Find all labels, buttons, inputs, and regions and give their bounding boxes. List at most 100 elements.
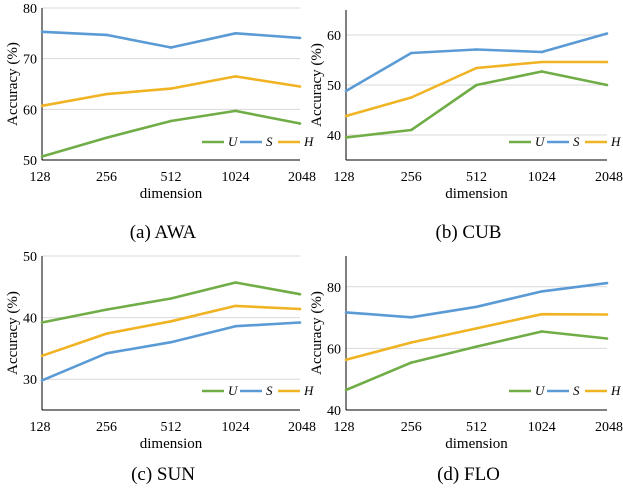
data-point-H <box>40 354 44 358</box>
data-point-U <box>40 155 44 158</box>
series-line-S <box>41 30 301 49</box>
legend-label-S: S <box>266 383 273 398</box>
data-point-S <box>475 48 478 51</box>
series-line-S <box>345 281 608 319</box>
x-axis-title: dimension <box>140 186 203 202</box>
x-tick-label: 512 <box>161 170 182 185</box>
y-tick-label: 80 <box>327 281 341 296</box>
data-point-S <box>605 281 609 285</box>
chart-caption: (a) AWA <box>130 222 197 243</box>
x-tick-label: 256 <box>96 170 117 185</box>
data-point-U <box>475 345 478 348</box>
data-point-U <box>344 136 348 139</box>
data-point-U <box>298 122 302 125</box>
legend-label-H: H <box>303 134 314 149</box>
data-point-H <box>605 60 609 64</box>
data-point-U <box>409 361 413 364</box>
data-point-S <box>234 32 237 35</box>
legend-label-S: S <box>573 134 580 149</box>
data-point-H <box>409 341 413 344</box>
legend-label-U: U <box>228 134 239 149</box>
chart-caption: (c) SUN <box>131 464 195 485</box>
x-tick-label: 2048 <box>288 420 316 435</box>
x-axis-title: dimension <box>140 436 203 452</box>
chart-panel: 50 60 70 80 128 256 512 1024 2048 dimension Accura… <box>5 2 316 243</box>
y-tick-label: 60 <box>327 342 341 357</box>
data-point-S <box>169 340 173 344</box>
data-point-S <box>409 315 413 319</box>
y-tick-label: 80 <box>23 2 37 17</box>
chart-caption: (b) CUB <box>436 222 502 243</box>
x-tick-label: 1024 <box>528 420 556 435</box>
y-tick-label: 60 <box>327 29 341 44</box>
legend-label-U: U <box>535 383 546 398</box>
data-point-S <box>169 46 173 49</box>
data-point-U <box>169 119 173 123</box>
data-point-U <box>344 388 348 392</box>
data-point-U <box>234 281 237 284</box>
data-point-S <box>605 32 609 35</box>
data-point-H <box>344 114 348 118</box>
data-point-H <box>475 66 478 70</box>
x-tick-label: 128 <box>30 420 51 435</box>
legend-label-U: U <box>228 383 239 398</box>
data-point-H <box>234 75 237 78</box>
x-tick-label: 1024 <box>222 420 250 435</box>
data-point-H <box>409 96 413 99</box>
y-axis-title: Accuracy (%) <box>309 43 325 127</box>
chart-caption: (d) FLO <box>437 464 500 485</box>
legend-label-S: S <box>266 134 273 149</box>
data-point-S <box>344 311 348 314</box>
y-axis-title: Accuracy (%) <box>5 42 21 126</box>
data-point-S <box>409 51 413 55</box>
data-point-S <box>344 89 348 93</box>
data-point-S <box>40 30 44 34</box>
y-tick-label: 40 <box>23 312 37 327</box>
data-point-U <box>475 83 478 87</box>
data-point-H <box>234 304 237 308</box>
x-tick-label: 256 <box>96 420 117 435</box>
data-point-U <box>40 321 44 324</box>
x-tick-label: 512 <box>466 420 487 435</box>
x-tick-label: 2048 <box>595 420 623 435</box>
x-tick-label: 512 <box>466 170 487 185</box>
data-point-H <box>540 312 544 316</box>
chart-panel: 40 60 80 128 256 512 1024 2048 dimension Accuracy… <box>309 256 623 485</box>
series-line-U <box>41 281 301 324</box>
y-axis-title: Accuracy (%) <box>309 291 325 375</box>
data-point-H <box>540 60 544 64</box>
data-point-S <box>475 305 478 309</box>
data-point-H <box>105 332 108 335</box>
data-point-U <box>169 297 173 300</box>
data-point-S <box>540 290 544 293</box>
x-tick-label: 1024 <box>528 170 556 185</box>
data-point-S <box>40 379 44 382</box>
data-point-S <box>234 324 237 328</box>
x-tick-label: 128 <box>30 170 51 185</box>
data-point-H <box>169 319 173 323</box>
chart-panel: 40 50 60 128 256 512 1024 2048 dimension Accuracy… <box>309 10 623 243</box>
data-point-U <box>540 70 544 73</box>
series-line-H <box>345 312 608 362</box>
data-point-H <box>105 92 108 96</box>
data-point-S <box>540 50 544 54</box>
series-line-H <box>41 304 301 358</box>
chart-panel: 30 40 50 128 256 512 1024 2048 dimension Accuracy… <box>5 250 316 485</box>
data-point-U <box>605 83 609 87</box>
x-tick-label: 2048 <box>595 170 623 185</box>
data-point-U <box>105 308 108 311</box>
data-point-S <box>298 36 302 40</box>
x-tick-label: 128 <box>334 420 355 435</box>
y-tick-label: 50 <box>23 250 37 265</box>
y-tick-label: 50 <box>23 154 37 169</box>
x-tick-label: 2048 <box>288 170 316 185</box>
legend-label-U: U <box>535 134 546 149</box>
data-point-H <box>344 358 348 362</box>
data-point-H <box>169 87 173 90</box>
x-tick-label: 256 <box>401 170 422 185</box>
data-point-U <box>409 128 413 132</box>
y-tick-label: 70 <box>23 53 37 68</box>
data-point-S <box>105 352 108 355</box>
x-axis-title: dimension <box>445 186 508 202</box>
